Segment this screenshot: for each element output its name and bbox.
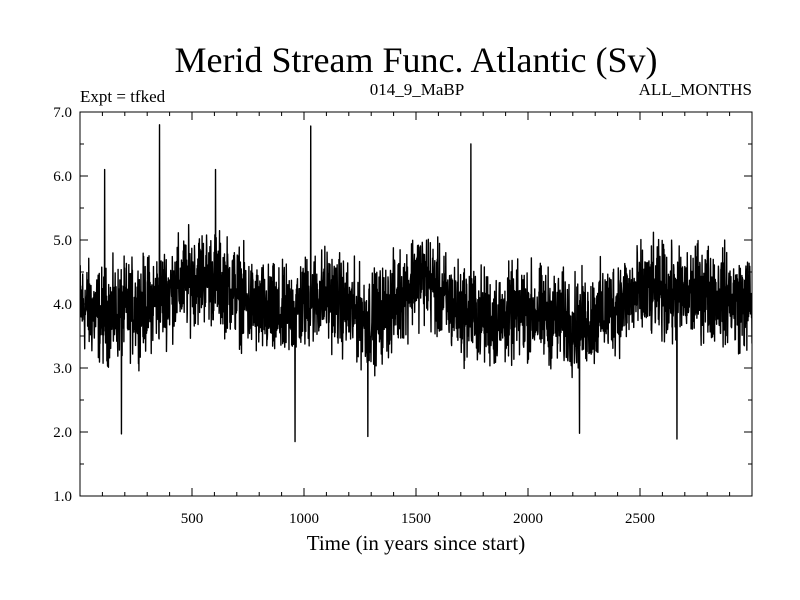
x-axis-label: Time (in years since start)	[307, 531, 526, 555]
chart-title: Merid Stream Func. Atlantic (Sv)	[175, 40, 658, 80]
x-tick-label: 1000	[289, 511, 319, 527]
y-tick-label: 4.0	[53, 297, 72, 313]
y-tick-label: 7.0	[53, 105, 72, 121]
run-label: 014_9_MaBP	[370, 80, 464, 99]
y-tick-label: 3.0	[53, 361, 72, 377]
y-tick-label: 1.0	[53, 489, 72, 505]
y-tick-label: 6.0	[53, 169, 72, 185]
x-tick-label: 1500	[401, 511, 431, 527]
series-line	[80, 124, 752, 443]
y-tick-label: 2.0	[53, 425, 72, 441]
experiment-label: Expt = tfked	[80, 87, 166, 106]
x-tick-label: 2500	[625, 511, 655, 527]
x-tick-label: 500	[181, 511, 204, 527]
y-tick-label: 5.0	[53, 233, 72, 249]
x-tick-label: 2000	[513, 511, 543, 527]
axis-tick-labels: 1.0 2.0 3.0 4.0 5.0 6.0 7.0 500 1000 1500 2000 2500	[53, 105, 655, 527]
months-label: ALL_MONTHS	[639, 80, 752, 99]
